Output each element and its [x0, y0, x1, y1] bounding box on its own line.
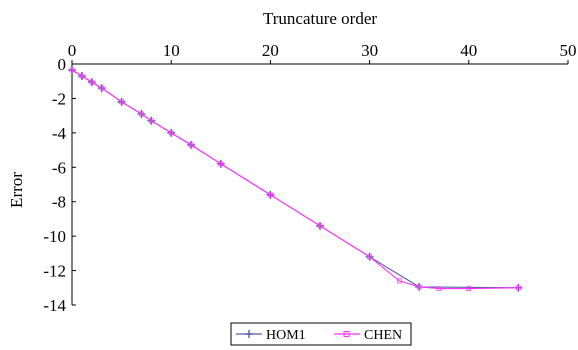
legend-box	[230, 322, 412, 346]
x-ticks: 0 10 20 30 40 50	[68, 41, 577, 64]
series-layer	[68, 66, 523, 292]
data-point-chen	[139, 111, 144, 117]
y-tick-label: -6	[52, 158, 66, 177]
legend-marker-hom1	[245, 330, 253, 338]
data-point-chen	[69, 67, 75, 73]
data-point-chen	[99, 85, 105, 91]
legend-label-chen: CHEN	[364, 328, 402, 343]
y-tick-label: -14	[43, 296, 66, 315]
data-point-chen	[168, 130, 174, 136]
series-line-hom1	[71, 69, 519, 289]
y-tick-label: -8	[52, 193, 66, 212]
y-tick-label: -12	[43, 262, 66, 281]
x-tick-label: 20	[262, 41, 279, 60]
legend-item-hom1: HOM1	[236, 328, 306, 343]
data-point-chen	[367, 254, 373, 260]
legend-item-chen: CHEN	[334, 328, 402, 343]
data-point-chen	[416, 284, 422, 290]
x-tick-label: 30	[361, 41, 378, 60]
data-point-chen	[218, 161, 224, 167]
legend-label-hom1: HOM1	[266, 328, 306, 343]
legend: HOM1 CHEN	[230, 322, 412, 346]
y-tick-label: -10	[43, 227, 66, 246]
data-point-chen	[396, 278, 402, 284]
data-point-chen	[79, 73, 85, 79]
legend-marker-chen	[343, 331, 350, 337]
data-point-chen	[89, 79, 95, 85]
y-tick-label: -4	[52, 124, 67, 143]
data-point-chen	[466, 286, 472, 292]
data-point-chen	[317, 223, 323, 229]
y-ticks: 0 -2 -4 -6 -8 -10 -12 -14	[43, 55, 76, 315]
x-axis-title: Truncature order	[263, 9, 377, 28]
plot-area	[71, 63, 568, 305]
data-point-chen	[188, 142, 194, 148]
x-tick-label: 10	[163, 41, 180, 60]
x-tick-label: 40	[460, 41, 477, 60]
series-hom1	[68, 66, 523, 292]
data-point-chen	[436, 286, 442, 292]
y-axis-title: Error	[7, 172, 26, 208]
y-tick-label: -2	[52, 89, 66, 108]
data-point-chen	[119, 99, 124, 105]
x-tick-label: 50	[560, 41, 577, 60]
y-tick-label: 0	[58, 55, 67, 74]
data-point-chen	[516, 285, 521, 291]
series-chen	[69, 67, 521, 292]
data-point-chen	[148, 118, 154, 124]
series-line-chen	[71, 69, 519, 290]
x-tick-label: 0	[68, 41, 77, 60]
data-point-chen	[267, 192, 273, 198]
